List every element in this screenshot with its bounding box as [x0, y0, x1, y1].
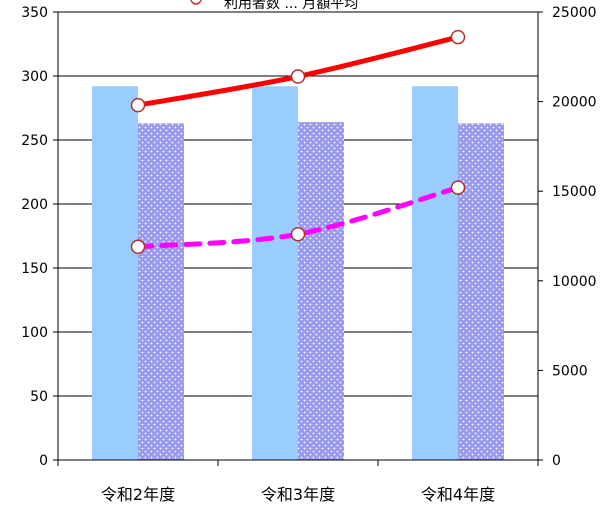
right-tick-label: 15000 [552, 184, 597, 200]
right-tick-label: 0 [552, 453, 561, 469]
right-tick-label: 25000 [552, 5, 597, 21]
left-tick-label: 0 [39, 453, 48, 469]
bar-2-2 [298, 122, 344, 460]
left-tick-label: 50 [30, 389, 48, 405]
right-tick-label: 20000 [552, 95, 597, 111]
right-tick-label: 10000 [552, 274, 597, 290]
bar-1-1 [92, 86, 138, 461]
left-tick-label: 150 [21, 261, 48, 277]
left-tick-label: 300 [21, 69, 48, 85]
left-tick-label: 200 [21, 197, 48, 213]
category-labels: 令和2年度 令和3年度 令和4年度 [101, 485, 495, 504]
category-label-1: 令和2年度 [101, 485, 175, 504]
line-2-point-3 [450, 180, 466, 195]
legend-label: 利用者数 ... 月額平均 [224, 0, 358, 12]
right-tick-label: 5000 [552, 363, 588, 379]
line-1-point-1 [130, 97, 146, 113]
category-label-3: 令和4年度 [421, 485, 495, 504]
axes [53, 11, 543, 466]
left-tick-label: 350 [21, 5, 48, 21]
lines [130, 29, 466, 255]
bars [92, 86, 504, 461]
left-axis-ticks: 0 50 100 150 200 250 300 350 [21, 5, 48, 469]
legend: 利用者数 ... 月額平均 [190, 0, 358, 12]
bar-1-2 [252, 86, 298, 461]
bar-2-1 [138, 123, 184, 461]
line-2-point-2 [290, 226, 306, 242]
bar-2-3 [458, 123, 504, 461]
right-axis-ticks: 0 5000 10000 15000 20000 25000 [552, 5, 597, 469]
line-1-point-3 [450, 29, 466, 45]
left-tick-label: 100 [21, 325, 48, 341]
left-tick-label: 250 [21, 133, 48, 149]
category-label-2: 令和3年度 [261, 485, 335, 504]
line-2-point-1 [130, 239, 146, 255]
bar-1-3 [412, 86, 458, 461]
legend-marker [190, 0, 202, 5]
line-1-point-2 [290, 69, 306, 84]
